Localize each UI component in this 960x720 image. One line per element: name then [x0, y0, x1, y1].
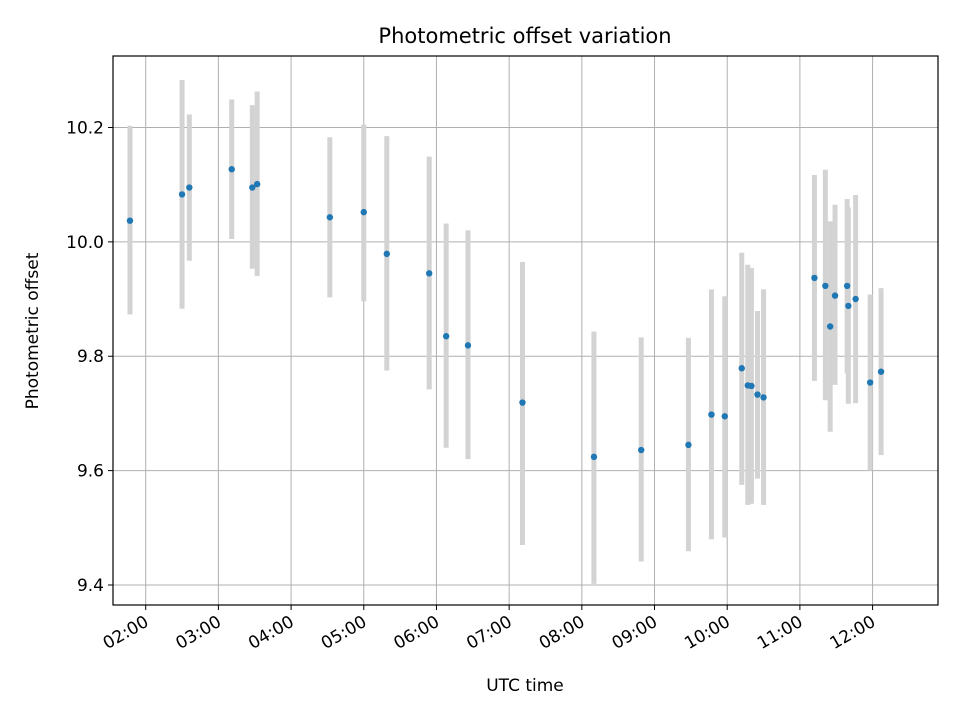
data-point: [360, 208, 367, 216]
data-point: [748, 382, 755, 390]
data-point: [877, 368, 885, 375]
data-point: [178, 191, 186, 198]
data-point: [852, 295, 859, 303]
data-point: [383, 250, 390, 258]
data-point: [845, 302, 852, 310]
data-point: [637, 446, 645, 454]
data-point: [738, 365, 745, 372]
data-points: [126, 166, 885, 461]
y-axis-label: Photometric offset: [23, 252, 43, 409]
data-point: [831, 292, 839, 299]
chart-title: Photometric offset variation: [378, 24, 671, 48]
data-point: [442, 333, 450, 340]
plot-frame: [112, 55, 939, 606]
y-tick-label: 9.8: [77, 347, 104, 367]
data-point: [425, 270, 433, 277]
data-point: [811, 274, 818, 282]
data-point: [826, 323, 834, 330]
data-point: [866, 379, 874, 386]
x-axis-label: UTC time: [486, 676, 564, 696]
y-tick-label: 10.0: [66, 233, 104, 253]
data-point: [326, 214, 334, 221]
data-point: [253, 180, 261, 188]
data-point: [249, 184, 256, 191]
data-point: [685, 441, 692, 449]
y-tick-label: 10.2: [66, 118, 104, 138]
y-tick-label: 9.6: [77, 462, 104, 482]
data-point: [822, 282, 829, 290]
data-point: [519, 399, 526, 406]
data-point: [708, 411, 715, 418]
data-point: [126, 217, 134, 224]
data-point: [843, 282, 851, 290]
data-point: [721, 413, 728, 420]
y-axis-ticks: 9.4 9.6 9.8 10.0 10.2: [66, 118, 113, 596]
data-point: [464, 342, 472, 349]
data-point: [228, 166, 235, 173]
data-point: [590, 453, 598, 461]
data-point: [760, 394, 767, 401]
y-tick-label: 9.4: [77, 576, 104, 596]
data-point: [754, 391, 761, 398]
data-point: [186, 184, 193, 191]
